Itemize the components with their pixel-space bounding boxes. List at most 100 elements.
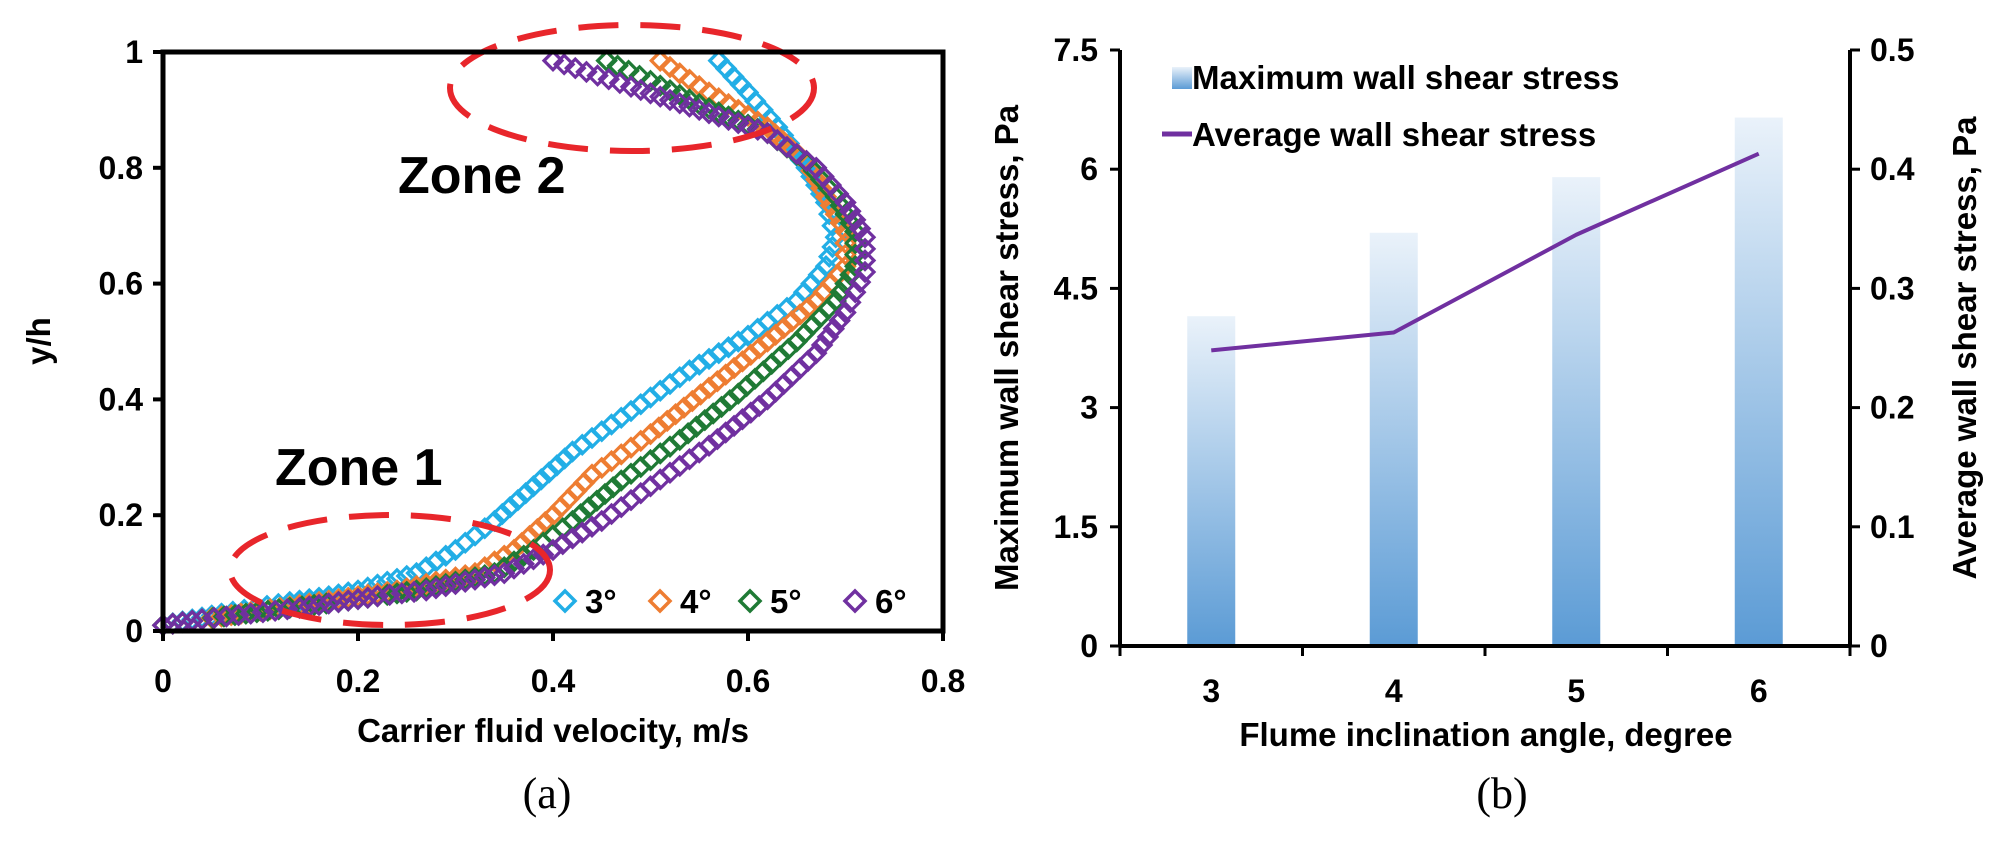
data-point — [668, 83, 692, 107]
data-point — [595, 49, 618, 72]
panel-b-right-y-axis: 0 0.1 0.2 0.3 0.4 0.5 — [1850, 32, 1915, 664]
panel-b-legend: Maximum wall shear stress Average wall s… — [1162, 59, 1619, 153]
bar — [1734, 117, 1783, 646]
data-point — [424, 577, 448, 600]
legend-label-avg: Average wall shear stress — [1192, 116, 1596, 153]
x-tick-label: 5 — [1567, 673, 1585, 709]
data-point — [570, 521, 594, 544]
legend-marker-1 — [647, 588, 673, 614]
data-point — [731, 407, 754, 431]
data-point — [718, 388, 742, 412]
data-point — [434, 574, 458, 598]
data-point — [853, 237, 877, 261]
panel-b: Maximum wall shear stress Average wall s… — [988, 32, 1983, 818]
data-point — [463, 568, 487, 591]
panel-b-label: (b) — [1476, 769, 1527, 818]
data-point — [739, 401, 763, 424]
data-point — [506, 488, 530, 512]
data-point — [828, 309, 851, 332]
data-point — [772, 316, 796, 340]
data-point — [234, 602, 258, 625]
y-tick-label: 0.6 — [99, 266, 143, 302]
data-point — [722, 65, 745, 88]
data-point — [491, 502, 514, 526]
data-point — [498, 495, 522, 519]
x-tick-label: 0.6 — [726, 663, 770, 699]
panel-a-x-axis: 0 0.2 0.4 0.6 0.8 — [154, 631, 965, 699]
data-point — [722, 414, 746, 438]
data-point — [780, 309, 804, 333]
data-point — [522, 547, 545, 571]
data-point — [514, 481, 537, 505]
data-point — [647, 416, 671, 439]
data-point — [639, 422, 662, 446]
data-point — [697, 434, 721, 457]
data-point — [593, 482, 617, 506]
data-point — [726, 109, 750, 132]
data-point — [545, 454, 569, 477]
data-point — [736, 104, 760, 127]
data-point — [492, 561, 516, 585]
data-point — [580, 515, 604, 539]
data-point — [512, 552, 536, 576]
y-tick-label: 1.5 — [1054, 509, 1098, 545]
legend-label-max: Maximum wall shear stress — [1192, 59, 1619, 96]
y-tick-label: 0 — [1080, 628, 1098, 664]
data-point — [685, 415, 708, 438]
data-point — [706, 369, 729, 393]
right-y-tick-label: 0 — [1870, 628, 1888, 664]
y-tick-label: 6 — [1080, 151, 1098, 187]
data-point — [788, 303, 812, 326]
data-point — [739, 343, 763, 366]
data-point — [672, 396, 696, 419]
x-tick-label: 3 — [1202, 673, 1220, 709]
bar — [1187, 316, 1236, 646]
y-tick-label: 0.2 — [99, 497, 143, 533]
data-point — [414, 579, 438, 602]
data-point — [541, 538, 565, 562]
data-point — [395, 580, 419, 604]
panel-b-x-axis: 3 4 5 6 — [1118, 646, 1852, 709]
zone-2-highlight — [447, 22, 817, 154]
data-point — [707, 105, 731, 128]
data-point — [717, 108, 740, 132]
zone-2-label: Zone 2 — [398, 147, 566, 205]
data-point — [707, 341, 731, 365]
data-point — [693, 408, 717, 432]
legend-marker-2 — [737, 588, 763, 614]
bar — [1552, 177, 1601, 646]
panel-a-label: (a) — [523, 769, 572, 818]
panel-b-left-y-axis-title: Maximum wall shear stress, Pa — [988, 104, 1025, 591]
data-point — [668, 428, 692, 452]
panel-b-left-y-axis: 0 1.5 3 4.5 6 7.5 — [1054, 32, 1120, 664]
legend-marker-0 — [552, 588, 578, 614]
data-point — [245, 600, 269, 624]
data-point — [307, 593, 331, 617]
x-tick-label: 6 — [1750, 673, 1768, 709]
data-point — [714, 363, 737, 386]
data-point — [697, 347, 721, 371]
data-point — [385, 582, 409, 605]
data-point — [816, 325, 840, 349]
data-point — [648, 49, 672, 72]
data-point — [853, 249, 877, 272]
data-point — [843, 243, 867, 266]
data-point — [639, 82, 662, 105]
right-y-tick-label: 0.2 — [1870, 390, 1914, 426]
x-tick-label: 0.4 — [531, 663, 576, 699]
data-point — [551, 532, 575, 556]
x-tick-label: 0.2 — [336, 663, 380, 699]
panel-b-x-axis-title: Flume inclination angle, degree — [1239, 716, 1732, 753]
data-point — [473, 566, 497, 589]
x-tick-label: 4 — [1385, 673, 1403, 709]
data-point — [601, 475, 625, 499]
data-point — [608, 71, 632, 95]
legend-label-1: 4° — [680, 583, 712, 620]
panel-b-bars — [1187, 117, 1783, 647]
data-point — [453, 570, 477, 594]
data-point — [256, 599, 280, 622]
data-point — [817, 245, 841, 268]
data-point — [356, 586, 380, 609]
legend-swatch-bar — [1172, 67, 1192, 89]
